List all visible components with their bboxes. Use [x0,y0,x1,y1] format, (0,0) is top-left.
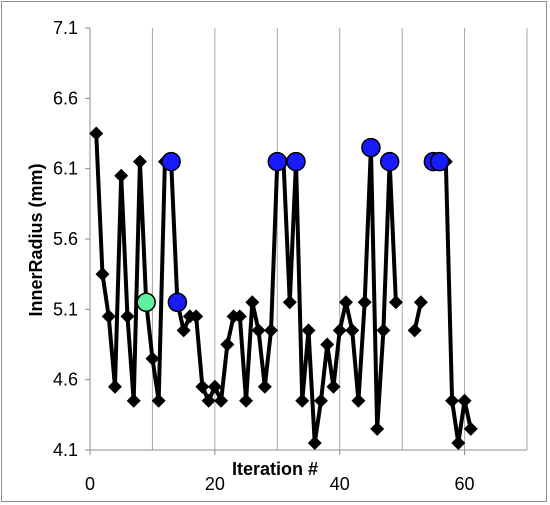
y-tick-label: 4.6 [53,370,78,390]
data-point-blue-circle [379,151,400,172]
data-point-blue-circle [286,151,306,172]
data-point-diamond [332,323,347,338]
x-tick-label: 60 [455,474,475,494]
y-tick-label: 5.1 [53,299,78,319]
data-point-diamond [282,295,297,310]
data-point-diamond [264,323,279,338]
data-point-diamond [413,295,428,310]
data-point-diamond [114,168,129,183]
data-point-diamond [388,295,403,310]
data-point-blue-circle [267,151,288,172]
data-point-diamond [245,295,260,310]
x-axis-title: Iteration # [232,459,318,479]
data-point-diamond [101,309,116,324]
data-point-diamond [407,323,422,338]
data-point-green-circle [136,292,156,313]
data-point-diamond [457,393,472,408]
data-point-diamond [201,393,216,408]
series-markers [89,126,478,450]
y-tick-label: 7.1 [53,18,78,38]
x-tick-label: 20 [205,474,225,494]
data-point-diamond [220,337,235,352]
data-point-diamond [301,323,316,338]
data-point-diamond [307,435,322,450]
data-point-diamond [338,295,353,310]
data-point-diamond [207,379,222,394]
x-tick-labels: 0 20 40 60 [85,450,475,494]
data-point-diamond [295,393,310,408]
data-point-blue-circle [161,151,181,172]
data-point-diamond [351,393,366,408]
data-point-diamond [463,421,478,436]
data-point-diamond [345,323,360,338]
data-point-diamond [145,351,160,366]
data-point-diamond [251,323,266,338]
data-point-diamond [89,126,104,141]
x-tick-label: 40 [330,474,350,494]
data-point-blue-circle [167,292,188,313]
data-point-diamond [107,379,122,394]
data-point-diamond [120,309,135,324]
data-point-diamond [357,295,372,310]
data-point-diamond [214,393,229,408]
y-tick-labels: 4.1 4.6 5.1 5.6 6.1 6.6 7.1 [53,18,90,460]
data-point-diamond [320,337,335,352]
data-point-blue-circle [429,151,450,172]
data-point-blue-circle [361,137,381,158]
data-point-diamond [151,393,166,408]
gridlines [151,28,528,450]
data-point-diamond [195,379,210,394]
data-point-diamond [376,323,391,338]
data-point-diamond [451,435,466,450]
data-point-diamond [313,393,328,408]
data-point-diamond [370,421,385,436]
data-point-diamond [95,267,110,282]
data-point-diamond [126,393,141,408]
data-point-diamond [176,323,191,338]
data-point-diamond [232,309,247,324]
data-point-diamond [445,393,460,408]
y-tick-label: 5.6 [53,229,78,249]
y-tick-label: 4.1 [53,440,78,460]
y-axis-title: InnerRadius (mm) [26,163,46,316]
data-point-diamond [326,379,341,394]
y-tick-label: 6.1 [53,159,78,179]
data-point-diamond [189,309,204,324]
y-tick-label: 6.6 [53,88,78,108]
data-point-diamond [257,379,272,394]
data-point-diamond [239,393,254,408]
x-tick-label: 0 [85,474,95,494]
data-point-diamond [132,154,147,169]
